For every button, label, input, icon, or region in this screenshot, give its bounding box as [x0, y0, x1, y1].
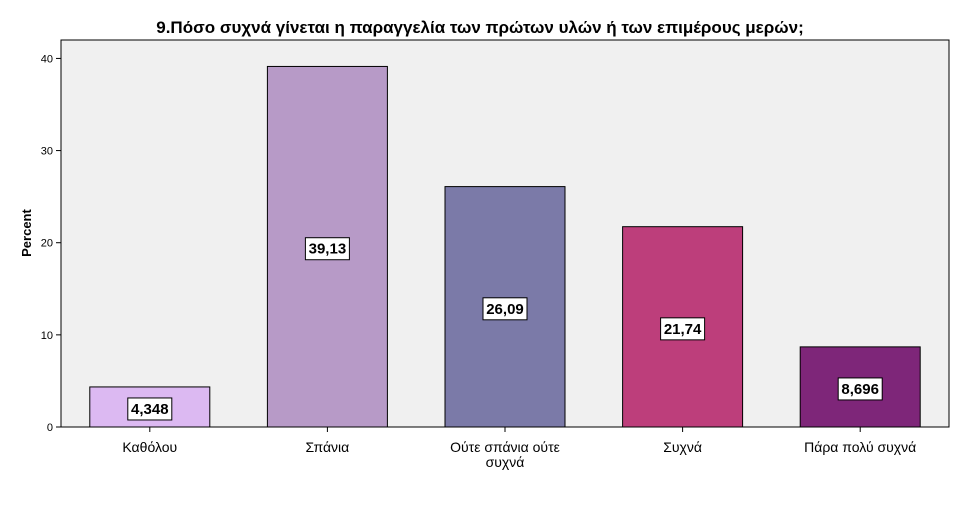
- y-tick-label: 0: [47, 422, 53, 434]
- y-axis: 0 10 20 30 40: [41, 53, 61, 434]
- data-label: 39,13: [309, 241, 347, 258]
- data-label-box: [660, 317, 706, 341]
- data-label: 8,696: [841, 381, 879, 398]
- data-label: 4,348: [131, 401, 169, 418]
- y-tick-label: 10: [41, 330, 53, 342]
- x-tick-label: Πάρα πολύ συχνά: [804, 439, 916, 455]
- y-tick-label: 30: [41, 146, 53, 158]
- data-label-box: [304, 237, 350, 261]
- data-label-box: [127, 397, 173, 421]
- data-label: 26,09: [486, 301, 524, 318]
- bars: 4,348 39,13 26,09 21,74 8,696: [89, 65, 921, 428]
- data-label-box: [482, 297, 528, 321]
- y-tick-label: 40: [41, 53, 53, 65]
- y-axis-label: Percent: [19, 208, 34, 256]
- y-tick-label: 20: [41, 238, 53, 250]
- chart-title: 9.Πόσο συχνά γίνεται η παραγγελία των πρ…: [156, 18, 804, 37]
- data-label: 21,74: [664, 321, 702, 338]
- x-tick-label: Καθόλου: [122, 439, 177, 455]
- data-label-box: [837, 377, 883, 401]
- x-tick-label: Ούτε σπάνια ούτε: [450, 439, 560, 455]
- x-tick-label: Συχνά: [663, 439, 702, 455]
- x-tick-label: Σπάνια: [306, 439, 350, 455]
- x-tick-label: συχνά: [486, 454, 525, 470]
